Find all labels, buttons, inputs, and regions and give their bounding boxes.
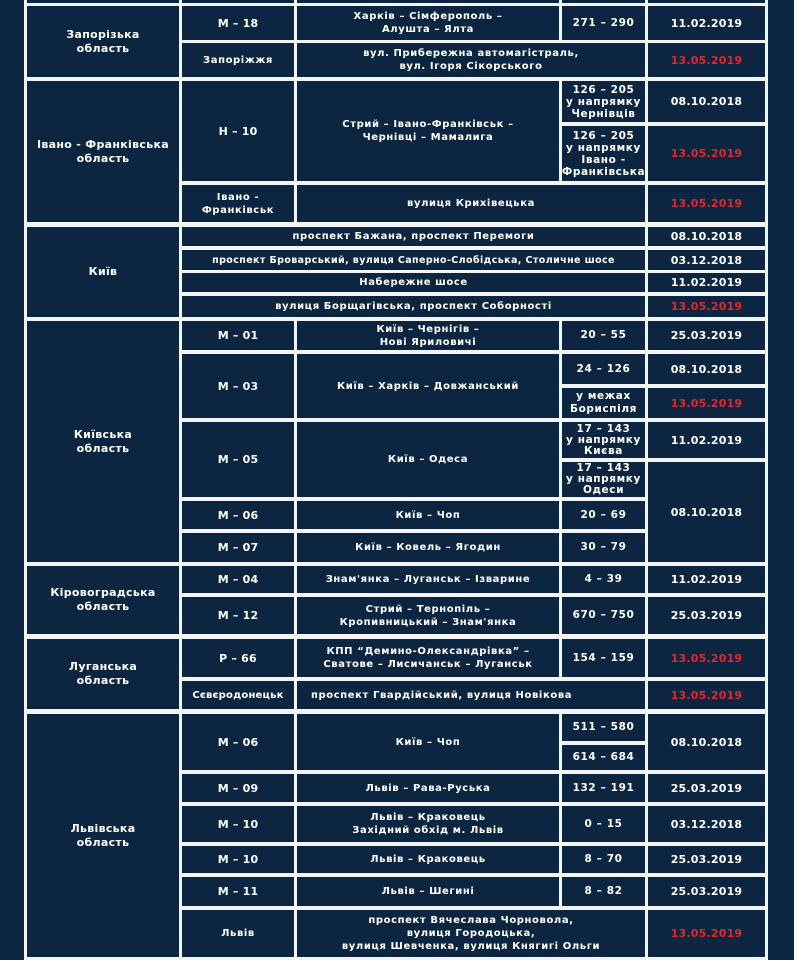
road-cell: М – 05: [182, 422, 294, 497]
route-cell: Набережне шосе: [182, 273, 645, 292]
route-cell: Київ – Чоп: [297, 714, 559, 770]
table-cell: [182, 0, 294, 3]
route-cell: Київ – Чоп: [297, 501, 559, 529]
table-cell: [27, 0, 179, 3]
route-cell: проспект Броварський, вулиця Саперно-Сло…: [182, 250, 645, 270]
km-cell: 614 – 684: [562, 745, 645, 770]
road-cell: М – 11: [182, 877, 294, 906]
route-cell: проспект Гвардійський, вулиця Новікова: [297, 681, 645, 709]
route-cell: Львів – Краковець: [297, 846, 559, 873]
km-cell: 8 – 82: [562, 877, 645, 906]
date-cell: 13.05.2019: [648, 185, 765, 222]
date-cell: 11.02.2019: [648, 422, 765, 458]
region-cell: Луганська область: [27, 639, 179, 709]
km-cell: 20 – 55: [562, 321, 645, 350]
route-cell: Львів – Шегині: [297, 877, 559, 906]
date-cell: 25.03.2019: [648, 597, 765, 634]
route-cell: Стрий – Тернопіль – Кропивницький – Знам…: [297, 597, 559, 634]
road-cell: Івано - Франківськ: [182, 185, 294, 222]
km-cell: 126 – 205 у напрямку Чернівців: [562, 81, 645, 122]
km-cell: 24 – 126: [562, 354, 645, 384]
table-cell: [562, 0, 645, 3]
route-cell: вулиця Борщагівська, проспект Соборності: [182, 296, 645, 317]
region-cell: Запорізька область: [27, 6, 179, 77]
road-cell: М – 12: [182, 597, 294, 634]
date-cell: 25.03.2019: [648, 846, 765, 873]
route-cell: Київ – Чернігів – Нові Яриловичі: [297, 321, 559, 350]
road-cell: М – 18: [182, 6, 294, 40]
road-cell: М – 06: [182, 501, 294, 529]
route-cell: Київ – Одеса: [297, 422, 559, 497]
route-cell: Харків – Сімферополь – Алушта – Ялта: [297, 6, 559, 40]
route-cell: проспект Вячеслава Чорновола, вулиця Гор…: [297, 910, 645, 957]
date-cell: 25.03.2019: [648, 321, 765, 350]
route-cell: Львів – Рава-Руська: [297, 774, 559, 802]
km-cell: 0 – 15: [562, 806, 645, 842]
route-cell: КПП “Демино-Олександрівка” – Сватове – Л…: [297, 639, 559, 677]
km-cell: 17 – 143 у напрямку Києва: [562, 422, 645, 458]
km-cell: 17 – 143 у напрямку Одеси: [562, 462, 645, 497]
date-cell: 25.03.2019: [648, 877, 765, 906]
date-cell: 03.12.2018: [648, 250, 765, 270]
region-cell: Львівська область: [27, 714, 179, 957]
km-cell: 4 – 39: [562, 566, 645, 593]
date-cell: 11.02.2019: [648, 273, 765, 292]
road-cell: Сєвєродонецьк: [182, 681, 294, 709]
road-cell: М – 04: [182, 566, 294, 593]
date-cell: 13.05.2019: [648, 126, 765, 181]
km-cell: 8 – 70: [562, 846, 645, 873]
date-cell: 13.05.2019: [648, 639, 765, 677]
date-cell: 13.05.2019: [648, 910, 765, 957]
date-cell: 13.05.2019: [648, 388, 765, 418]
km-cell: 30 – 79: [562, 533, 645, 562]
road-cell: М – 09: [182, 774, 294, 802]
road-cell: М – 01: [182, 321, 294, 350]
route-cell: Знам'янка – Луганськ – Ізварине: [297, 566, 559, 593]
road-cell: М – 10: [182, 846, 294, 873]
km-cell: 511 – 580: [562, 714, 645, 741]
region-cell: Кіровоградська область: [27, 566, 179, 634]
road-cell: М – 10: [182, 806, 294, 842]
road-cell: М – 06: [182, 714, 294, 770]
road-cell: Н – 10: [182, 81, 294, 181]
date-cell: 13.05.2019: [648, 43, 765, 77]
region-cell: Київська область: [27, 321, 179, 562]
road-cell: М – 03: [182, 354, 294, 418]
table-cell: [297, 0, 559, 3]
date-cell: 08.10.2018: [648, 462, 765, 562]
road-cell: М – 07: [182, 533, 294, 562]
date-cell: 11.02.2019: [648, 6, 765, 40]
region-cell: Київ: [27, 227, 179, 317]
table-cell: [648, 0, 765, 3]
region-cell: Івано - Франківська область: [27, 81, 179, 222]
km-cell: 126 – 205 у напрямку Івано - Франківська: [562, 126, 645, 181]
date-cell: 11.02.2019: [648, 566, 765, 593]
route-cell: Київ – Харків – Довжанський: [297, 354, 559, 418]
road-cell: Львів: [182, 910, 294, 957]
km-cell: у межах Бориспіля: [562, 388, 645, 418]
date-cell: 25.03.2019: [648, 774, 765, 802]
date-cell: 08.10.2018: [648, 81, 765, 122]
km-cell: 20 – 69: [562, 501, 645, 529]
road-cell: Р – 66: [182, 639, 294, 677]
route-cell: вул. Прибережна автомагістраль, вул. Іго…: [297, 43, 645, 77]
date-cell: 08.10.2018: [648, 354, 765, 384]
route-cell: Львів – Краковець Західний обхід м. Льві…: [297, 806, 559, 842]
km-cell: 670 – 750: [562, 597, 645, 634]
km-cell: 132 – 191: [562, 774, 645, 802]
route-cell: Київ – Ковель – Ягодин: [297, 533, 559, 562]
km-cell: 154 – 159: [562, 639, 645, 677]
date-cell: 08.10.2018: [648, 227, 765, 246]
road-cell: Запоріжжя: [182, 43, 294, 77]
date-cell: 13.05.2019: [648, 296, 765, 317]
route-cell: вулиця Крихівецька: [297, 185, 645, 222]
route-cell: проспект Бажана, проспект Перемоги: [182, 227, 645, 246]
km-cell: 271 – 290: [562, 6, 645, 40]
date-cell: 03.12.2018: [648, 806, 765, 842]
date-cell: 08.10.2018: [648, 714, 765, 770]
route-cell: Стрий – Івано-Франківськ – Чернівці – Ма…: [297, 81, 559, 181]
date-cell: 13.05.2019: [648, 681, 765, 709]
